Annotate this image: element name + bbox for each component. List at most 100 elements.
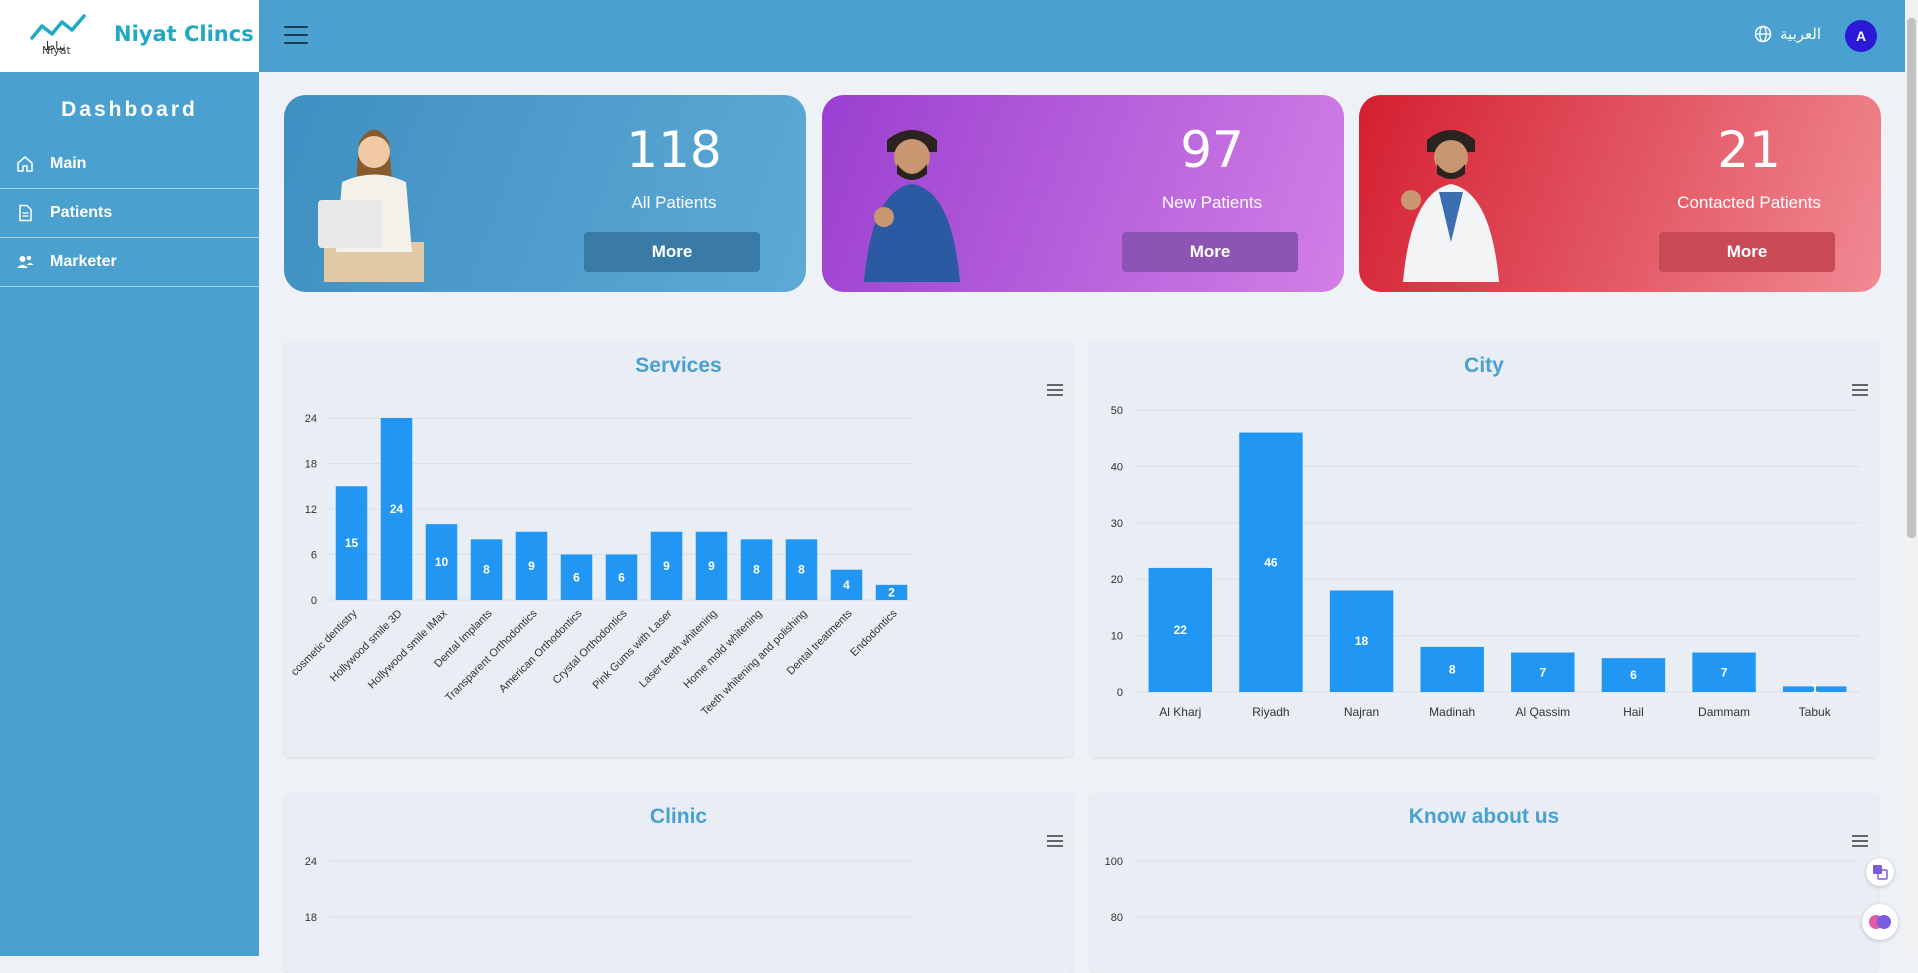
x-tick-label: Hollywood smile IMax: [366, 607, 450, 691]
stat-card-all-patients: 118 All Patients More: [284, 95, 806, 292]
data-label: 7: [1721, 665, 1728, 679]
chart-title: Clinic: [649, 805, 708, 828]
data-label: 4: [843, 578, 850, 592]
bar[interactable]: [875, 584, 908, 600]
bar[interactable]: [1782, 686, 1847, 692]
bar[interactable]: [1420, 646, 1484, 692]
data-label: 9: [528, 559, 535, 573]
data-label: 8: [798, 563, 805, 577]
stat-label: Contacted Patients: [1677, 193, 1821, 212]
data-label: 7: [1539, 665, 1546, 679]
bar[interactable]: [650, 531, 683, 600]
data-label: 9: [663, 559, 670, 573]
data-label: 8: [483, 563, 490, 577]
data-label: 9: [708, 559, 715, 573]
chart-menu-button[interactable]: [1047, 835, 1063, 847]
y-tick-label: 12: [305, 504, 317, 516]
page-scrollbar[interactable]: [1905, 0, 1918, 956]
bar[interactable]: [425, 524, 458, 600]
sidebar-item-label: Main: [50, 155, 87, 172]
x-tick-label: Riyadh: [1252, 705, 1289, 719]
scrollbar-thumb[interactable]: [1907, 18, 1916, 538]
bar[interactable]: [1239, 432, 1303, 692]
hamburger-icon: [1047, 835, 1063, 837]
assistant-widget-button[interactable]: [1862, 904, 1898, 940]
y-tick-label: 18: [305, 912, 317, 924]
stat-label: New Patients: [1161, 193, 1263, 212]
chart-title: City: [1464, 354, 1504, 377]
data-label: 1: [1811, 682, 1818, 696]
know-about-us-chart: 80 100: [1105, 856, 1860, 924]
data-label: 8: [753, 563, 760, 577]
sidebar: Dashboard Main Patients Marketer: [0, 72, 259, 956]
chart-menu-button[interactable]: [1047, 384, 1063, 396]
y-tick-label: 40: [1111, 461, 1123, 473]
y-tick-label: 80: [1111, 912, 1123, 924]
x-tick-label: American Orthodontics: [497, 607, 585, 695]
bar[interactable]: [470, 539, 503, 600]
sidebar-title: Dashboard: [61, 98, 198, 121]
bar[interactable]: [515, 531, 548, 600]
bar[interactable]: [335, 486, 368, 600]
language-label: العربية: [1780, 26, 1821, 43]
data-label: 22: [1174, 623, 1188, 637]
data-label: 2: [888, 585, 895, 599]
sidebar-item-marketer[interactable]: Marketer: [0, 238, 259, 287]
sidebar-item-patients[interactable]: Patients: [0, 189, 259, 238]
x-tick-label: Endodontics: [848, 607, 900, 659]
home-icon: [17, 156, 33, 172]
stat-value: 21: [1717, 121, 1781, 179]
data-label: 15: [345, 536, 359, 550]
bar[interactable]: [605, 554, 638, 601]
stat-label: All Patients: [631, 193, 717, 212]
brain-icon: [1869, 915, 1891, 929]
stat-value: 118: [626, 121, 722, 179]
y-tick-label: 6: [311, 550, 317, 562]
y-tick-label: 18: [305, 459, 317, 471]
data-label: 6: [573, 570, 580, 584]
bar[interactable]: [1692, 652, 1756, 692]
bar[interactable]: [740, 539, 773, 600]
chart-title: Know about us: [1408, 805, 1560, 828]
language-switcher[interactable]: العربية: [1754, 25, 1821, 43]
bar[interactable]: [1329, 590, 1394, 692]
x-tick-label: Madinah: [1429, 705, 1475, 719]
sidebar-item-main[interactable]: Main: [0, 140, 259, 189]
chart-menu-button[interactable]: [1852, 384, 1868, 396]
bar[interactable]: [1511, 652, 1575, 692]
city-chart-card: City 0 10 20 30 40 50 22 Al Kharj 46 Riyadh 18 Najr…: [1090, 342, 1878, 757]
x-tick-label: Hail: [1623, 705, 1644, 719]
user-avatar[interactable]: A: [1845, 20, 1877, 52]
translate-widget-button[interactable]: [1866, 858, 1894, 886]
x-tick-label: Najran: [1344, 705, 1379, 719]
y-tick-label: 0: [311, 595, 317, 607]
bar[interactable]: [695, 531, 728, 600]
brand-area[interactable]: نياط Niyat Niyat Clincs: [0, 0, 259, 73]
more-button[interactable]: More: [1659, 232, 1835, 272]
hamburger-icon: [1047, 384, 1063, 386]
y-tick-label: 50: [1111, 405, 1123, 417]
x-tick-label: Home mold whitening: [681, 608, 764, 691]
data-label: 10: [435, 555, 449, 569]
bar[interactable]: [1601, 658, 1666, 692]
bar[interactable]: [830, 569, 863, 600]
stat-value: 97: [1180, 121, 1244, 179]
y-tick-label: 24: [305, 856, 317, 868]
chart-menu-button[interactable]: [1852, 835, 1868, 847]
hamburger-icon: [1852, 384, 1868, 386]
bar[interactable]: [785, 539, 818, 600]
data-label: 6: [1630, 668, 1637, 682]
woman-laptop-image: [318, 129, 424, 282]
bar[interactable]: [1148, 567, 1213, 692]
stat-card-contacted-patients: 21 Contacted Patients More: [1359, 95, 1881, 292]
x-tick-label: Transparent Orthodontics: [443, 607, 540, 704]
y-tick-label: 20: [1111, 574, 1123, 586]
sidebar-menu: Main Patients Marketer: [0, 140, 259, 287]
menu-toggle-button[interactable]: [284, 26, 308, 46]
more-button[interactable]: More: [584, 232, 760, 272]
more-button[interactable]: More: [1122, 232, 1298, 272]
x-tick-label: Pink Gums with Laser: [590, 607, 674, 691]
bar[interactable]: [560, 554, 593, 601]
bar[interactable]: [380, 418, 413, 600]
